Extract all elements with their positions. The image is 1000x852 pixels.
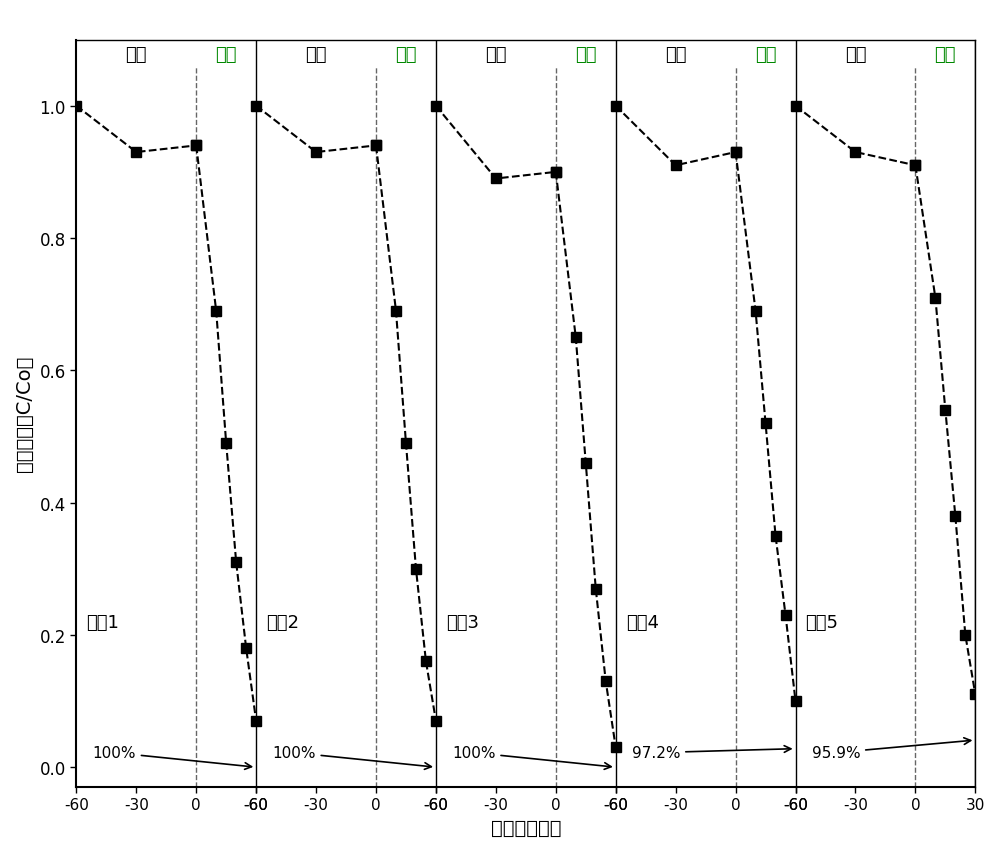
Text: 光照: 光照 <box>935 46 956 64</box>
Text: 95.9%: 95.9% <box>812 738 971 760</box>
Text: 光照: 光照 <box>395 46 417 64</box>
Text: 97.2%: 97.2% <box>632 746 791 760</box>
Text: 循环2: 循环2 <box>266 613 299 631</box>
Text: 光照: 光照 <box>755 46 776 64</box>
Text: 光照: 光照 <box>215 46 237 64</box>
Text: 吸附: 吸附 <box>485 46 507 64</box>
Text: 100%: 100% <box>92 746 252 769</box>
Text: 光照: 光照 <box>575 46 597 64</box>
Text: 100%: 100% <box>452 746 611 769</box>
Text: 循环4: 循环4 <box>626 613 659 631</box>
Text: 吸附: 吸附 <box>305 46 327 64</box>
Y-axis label: 降解效率（C/Co）: 降解效率（C/Co） <box>15 355 34 472</box>
Text: 吸附: 吸附 <box>665 46 686 64</box>
Text: 循环1: 循环1 <box>86 613 119 631</box>
X-axis label: 时间（分钟）: 时间（分钟） <box>491 818 561 837</box>
Text: 循环5: 循环5 <box>806 613 839 631</box>
Text: 吸附: 吸附 <box>126 46 147 64</box>
Text: 吸附: 吸附 <box>845 46 866 64</box>
Text: 100%: 100% <box>272 746 431 769</box>
Text: 循环3: 循环3 <box>446 613 479 631</box>
